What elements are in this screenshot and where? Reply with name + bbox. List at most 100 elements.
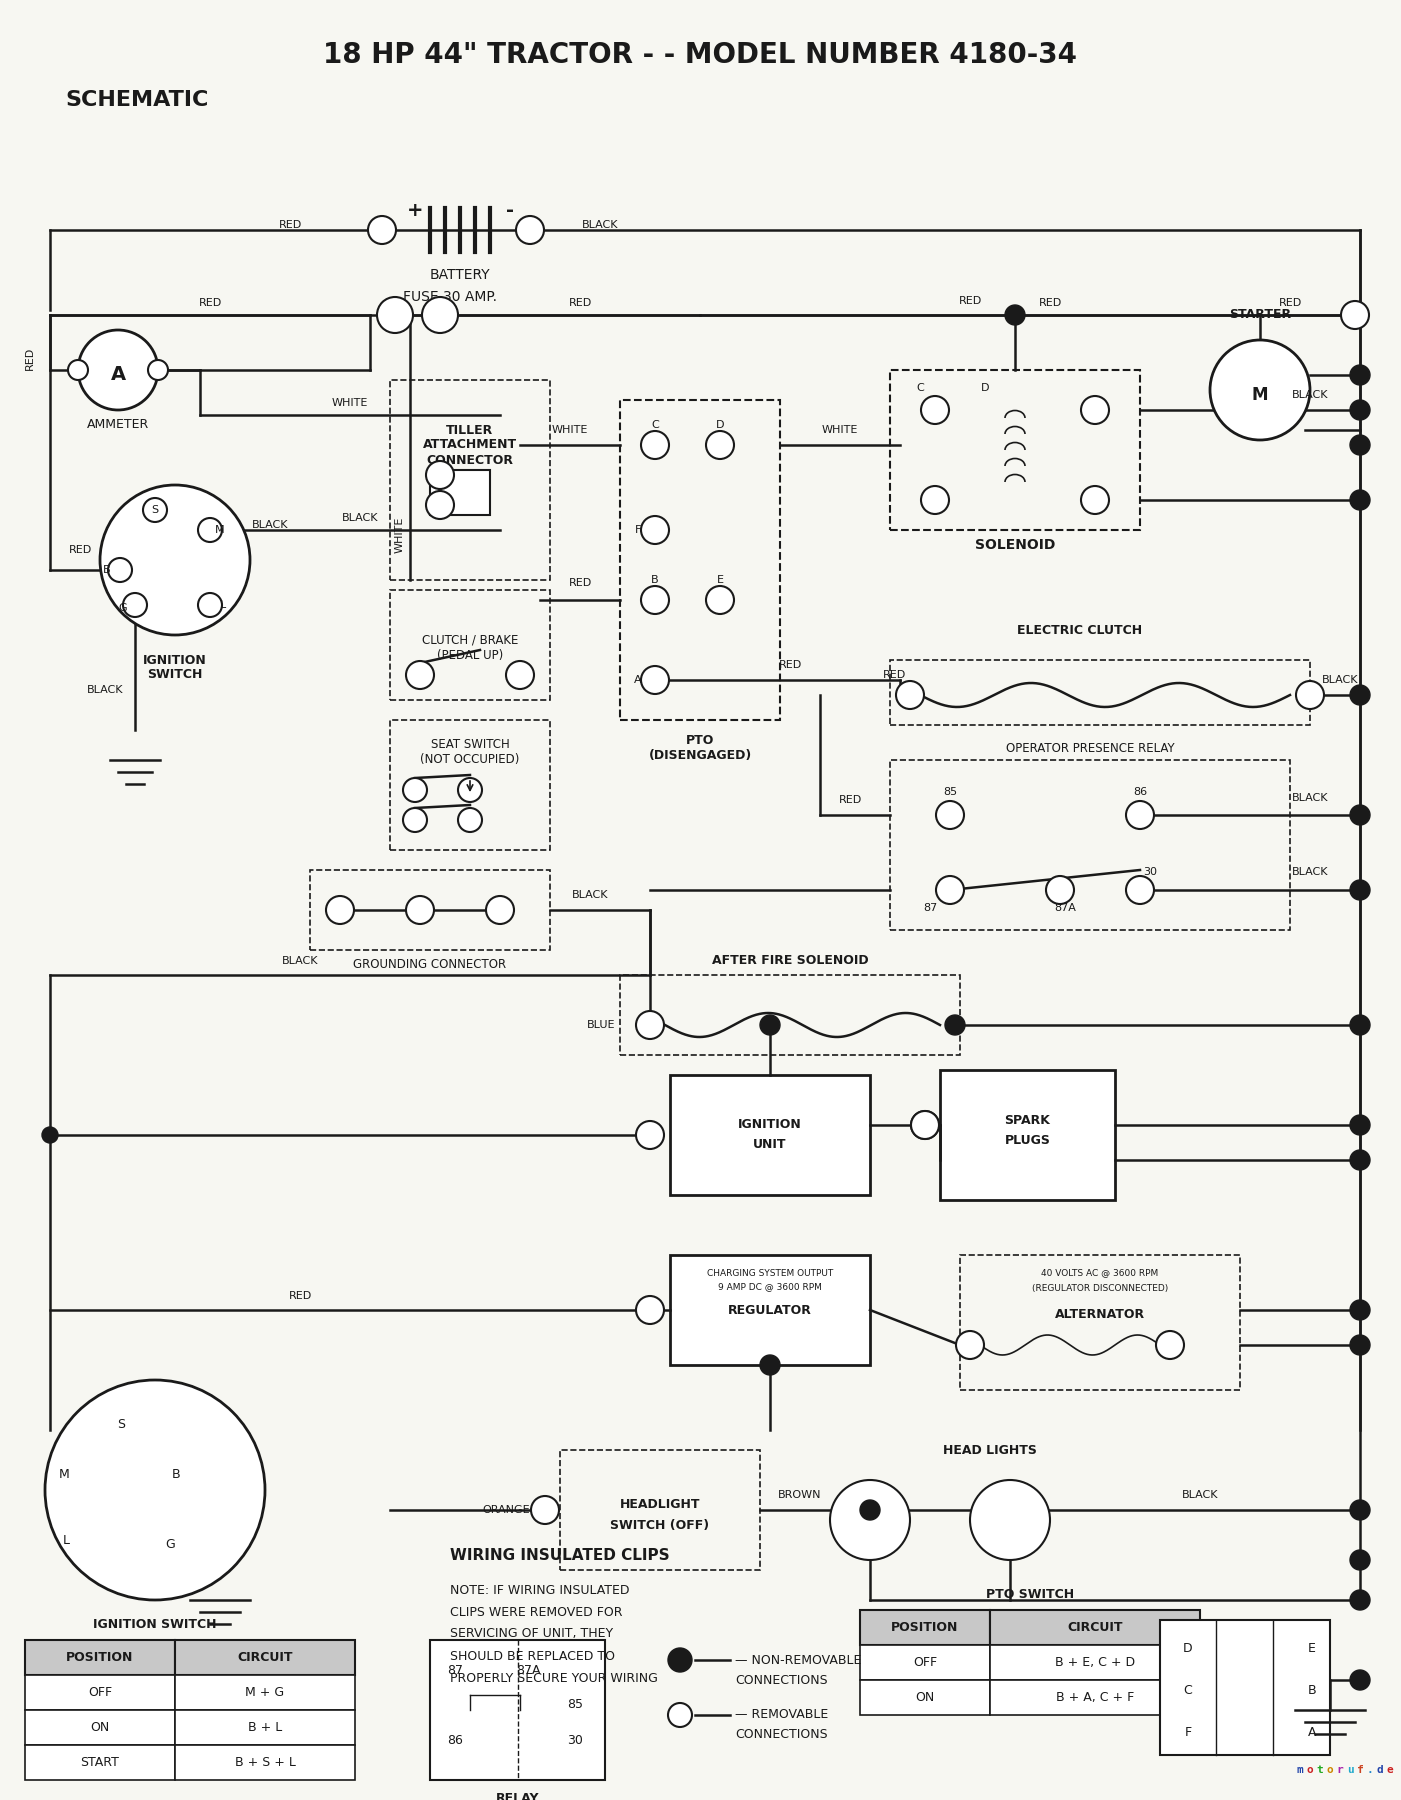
Bar: [670, 1075, 870, 1195]
Circle shape: [642, 666, 670, 695]
Circle shape: [936, 877, 964, 904]
Text: A: A: [1307, 1726, 1317, 1739]
Text: 87: 87: [923, 904, 937, 913]
Bar: [25, 1640, 175, 1676]
Text: 87A: 87A: [516, 1663, 541, 1676]
Circle shape: [1351, 436, 1370, 455]
Bar: [890, 371, 1140, 529]
Bar: [80, 1532, 120, 1548]
Circle shape: [911, 1111, 939, 1139]
Circle shape: [406, 661, 434, 689]
Text: HEADLIGHT: HEADLIGHT: [619, 1498, 700, 1512]
Circle shape: [486, 896, 514, 923]
Circle shape: [1351, 880, 1370, 900]
Text: D: D: [1184, 1642, 1192, 1654]
Text: BLACK: BLACK: [87, 686, 123, 695]
Text: RED: RED: [289, 1291, 311, 1301]
Circle shape: [198, 518, 221, 542]
Text: RED: RED: [1038, 299, 1062, 308]
Text: RED: RED: [779, 661, 801, 670]
Circle shape: [706, 430, 734, 459]
Text: G: G: [165, 1539, 175, 1552]
Circle shape: [1296, 680, 1324, 709]
Text: B: B: [104, 565, 111, 574]
Circle shape: [1082, 396, 1110, 425]
Bar: [80, 1467, 120, 1483]
Text: F: F: [635, 526, 642, 535]
Text: AMMETER: AMMETER: [87, 419, 149, 432]
Circle shape: [936, 801, 964, 830]
Bar: [991, 1609, 1201, 1645]
Circle shape: [426, 491, 454, 518]
Text: CLIPS WERE REMOVED FOR: CLIPS WERE REMOVED FOR: [450, 1606, 622, 1618]
Circle shape: [1351, 490, 1370, 509]
Circle shape: [69, 360, 88, 380]
Text: ON: ON: [91, 1721, 109, 1733]
Text: A: A: [111, 365, 126, 385]
Circle shape: [531, 1496, 559, 1525]
Text: E: E: [716, 574, 723, 585]
Circle shape: [403, 808, 427, 832]
Circle shape: [426, 461, 454, 490]
Text: START: START: [81, 1757, 119, 1769]
Bar: [940, 1069, 1115, 1201]
Text: .: .: [1366, 1766, 1373, 1775]
Text: A: A: [635, 675, 642, 686]
Text: f: f: [1356, 1766, 1363, 1775]
Circle shape: [1351, 1300, 1370, 1319]
Text: G: G: [119, 603, 127, 614]
Text: 86: 86: [447, 1733, 462, 1746]
Bar: [389, 380, 551, 580]
Text: 85: 85: [567, 1699, 583, 1712]
Circle shape: [368, 216, 396, 245]
Text: WIRING INSULATED CLIPS: WIRING INSULATED CLIPS: [450, 1548, 670, 1562]
Text: BLACK: BLACK: [1292, 868, 1328, 877]
Circle shape: [1351, 1150, 1370, 1170]
Text: +: +: [406, 200, 423, 220]
Text: CONNECTOR: CONNECTOR: [426, 454, 514, 466]
Text: — REMOVABLE: — REMOVABLE: [736, 1708, 828, 1721]
Circle shape: [149, 360, 168, 380]
Text: PTO: PTO: [686, 734, 715, 747]
Text: — NON-REMOVABLE: — NON-REMOVABLE: [736, 1654, 862, 1667]
Bar: [860, 1609, 991, 1645]
Text: SWITCH (OFF): SWITCH (OFF): [611, 1519, 709, 1532]
Circle shape: [1351, 1670, 1370, 1690]
Bar: [621, 976, 960, 1055]
Text: d: d: [1377, 1766, 1383, 1775]
Text: C: C: [916, 383, 923, 392]
Text: IGNITION: IGNITION: [738, 1118, 801, 1132]
Circle shape: [143, 499, 167, 522]
Circle shape: [1351, 400, 1370, 419]
Text: B + S + L: B + S + L: [234, 1757, 296, 1769]
Text: ORANGE: ORANGE: [482, 1505, 530, 1516]
Text: M: M: [1251, 385, 1268, 403]
Bar: [860, 1679, 991, 1715]
Circle shape: [123, 592, 147, 617]
Bar: [389, 590, 551, 700]
Circle shape: [706, 587, 734, 614]
Circle shape: [946, 1015, 965, 1035]
Circle shape: [920, 396, 948, 425]
Text: PTO SWITCH: PTO SWITCH: [986, 1589, 1075, 1602]
Text: RED: RED: [569, 299, 591, 308]
Text: u: u: [1346, 1766, 1353, 1775]
Text: BLACK: BLACK: [282, 956, 318, 967]
Text: BLACK: BLACK: [342, 513, 378, 524]
Text: NOTE: IF WIRING INSULATED: NOTE: IF WIRING INSULATED: [450, 1584, 629, 1597]
Text: F: F: [1184, 1726, 1192, 1739]
Text: FUSE 30 AMP.: FUSE 30 AMP.: [403, 290, 497, 304]
Text: 87A: 87A: [1054, 904, 1076, 913]
Circle shape: [969, 1480, 1049, 1561]
Text: 87: 87: [447, 1663, 462, 1676]
Text: B: B: [171, 1469, 179, 1481]
Circle shape: [45, 1381, 265, 1600]
Circle shape: [759, 1355, 780, 1375]
Text: SWITCH: SWITCH: [147, 668, 203, 682]
Text: B + L: B + L: [248, 1721, 282, 1733]
Circle shape: [897, 680, 925, 709]
Circle shape: [642, 517, 670, 544]
Text: RED: RED: [25, 346, 35, 369]
Text: BLACK: BLACK: [1182, 1490, 1219, 1499]
Text: S: S: [151, 506, 158, 515]
